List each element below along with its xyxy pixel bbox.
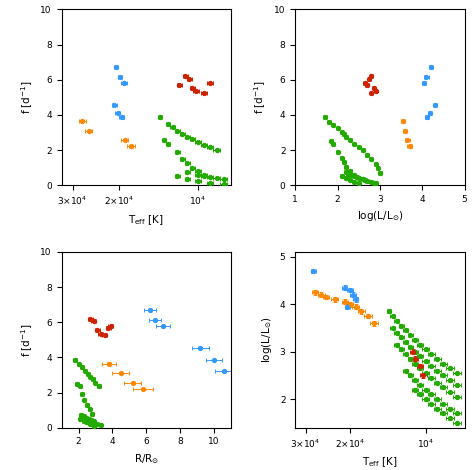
X-axis label: T$_{\rm eff}$ [K]: T$_{\rm eff}$ [K]	[362, 455, 398, 469]
Y-axis label: f [d$^{-1}$]: f [d$^{-1}$]	[19, 323, 35, 357]
X-axis label: log(L/L$_{\odot}$): log(L/L$_{\odot}$)	[356, 210, 403, 223]
Y-axis label: log(L/L$_{\odot}$): log(L/L$_{\odot}$)	[260, 317, 274, 363]
Y-axis label: f [d$^{-1}$]: f [d$^{-1}$]	[253, 80, 268, 114]
Y-axis label: f [d$^{-1}$]: f [d$^{-1}$]	[19, 80, 35, 114]
X-axis label: T$_{\rm eff}$ [K]: T$_{\rm eff}$ [K]	[128, 213, 164, 227]
X-axis label: R/R$_{\odot}$: R/R$_{\odot}$	[134, 452, 159, 466]
